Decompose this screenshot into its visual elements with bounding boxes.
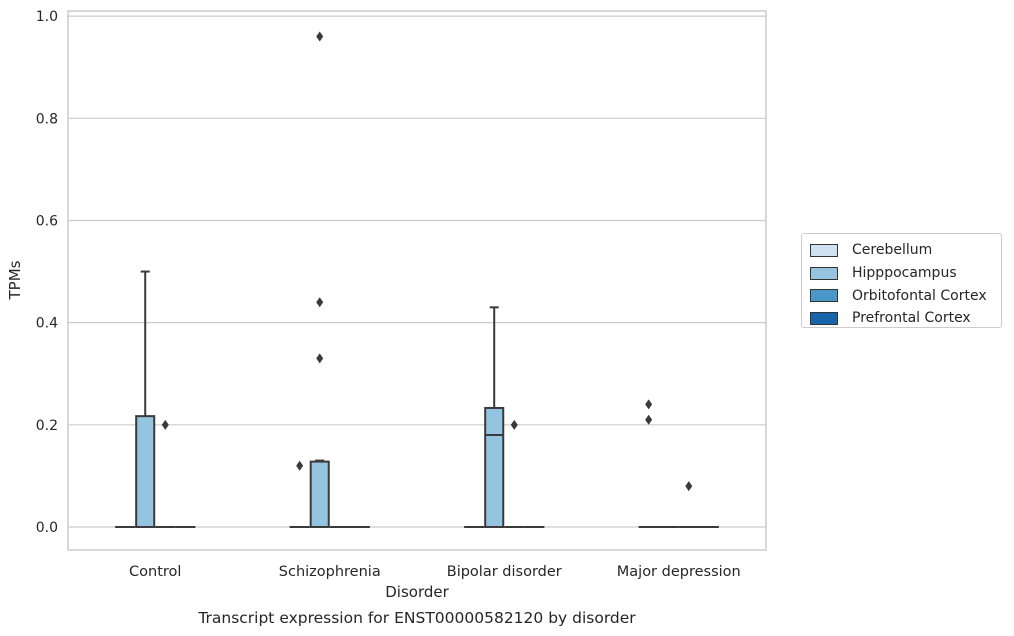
outlier-point <box>161 419 169 430</box>
box <box>484 406 505 529</box>
y-tick-label: 0.6 <box>36 213 58 229</box>
outlier-point <box>296 460 304 471</box>
legend-label: Cerebellum <box>852 242 933 259</box>
box <box>309 460 330 529</box>
x-tick-label: Schizophrenia <box>279 564 381 580</box>
plot-frame <box>67 10 767 551</box>
outlier-point <box>685 481 693 492</box>
outlier-point <box>645 399 653 410</box>
x-axis-label: Disorder <box>385 583 449 601</box>
legend-item: Cerebellum <box>810 239 1001 262</box>
legend-label: Orbitofontal Cortex <box>852 287 987 304</box>
legend-swatch <box>810 311 838 325</box>
outlier-point <box>316 297 324 308</box>
legend-label: Prefrontal Cortex <box>852 310 971 327</box>
box-groups <box>115 31 719 529</box>
y-axis-label: TPMs <box>6 260 24 300</box>
outlier-point <box>510 419 518 430</box>
legend-swatch <box>810 243 838 257</box>
box-hipppocampus <box>484 306 505 529</box>
y-tick-label: 1.0 <box>36 9 58 25</box>
y-axis-ticks: 0.0 0.2 0.4 0.6 0.8 1.0 <box>36 9 58 536</box>
y-tick-label: 0.0 <box>36 520 58 536</box>
outlier-point <box>316 31 324 42</box>
outlier-point <box>316 353 324 364</box>
x-tick-label: Bipolar disorder <box>447 564 562 580</box>
box-orbitofontal-cortex <box>504 419 525 529</box>
box <box>135 415 156 529</box>
legend: Cerebellum Hipppocampus Orbitofontal Corte… <box>801 233 1002 328</box>
legend-label: Hipppocampus <box>852 265 957 282</box>
x-tick-label: Control <box>129 564 181 580</box>
box-hipppocampus <box>135 270 156 529</box>
chart-title: Transcript expression for ENST0000058212… <box>197 609 636 627</box>
outlier-point <box>645 414 653 425</box>
gridlines <box>68 15 766 528</box>
box-cerebellum <box>289 460 310 529</box>
box-hipppocampus <box>309 31 330 529</box>
x-tick-label: Major depression <box>617 564 741 580</box>
y-tick-label: 0.2 <box>36 418 58 434</box>
legend-swatch <box>810 266 838 280</box>
box-cerebellum <box>638 399 659 529</box>
x-axis-ticks: Control Schizophrenia Bipolar disorder Majo… <box>129 564 741 580</box>
box-orbitofontal-cortex <box>155 419 176 529</box>
y-tick-label: 0.4 <box>36 316 58 332</box>
legend-swatch <box>810 289 838 303</box>
legend-item: Prefrontal Cortex <box>810 307 1001 330</box>
y-tick-label: 0.8 <box>36 111 58 127</box>
legend-item: Orbitofontal Cortex <box>810 284 1001 307</box>
legend-item: Hipppocampus <box>810 262 1001 285</box>
box-orbitofontal-cortex <box>678 481 699 529</box>
